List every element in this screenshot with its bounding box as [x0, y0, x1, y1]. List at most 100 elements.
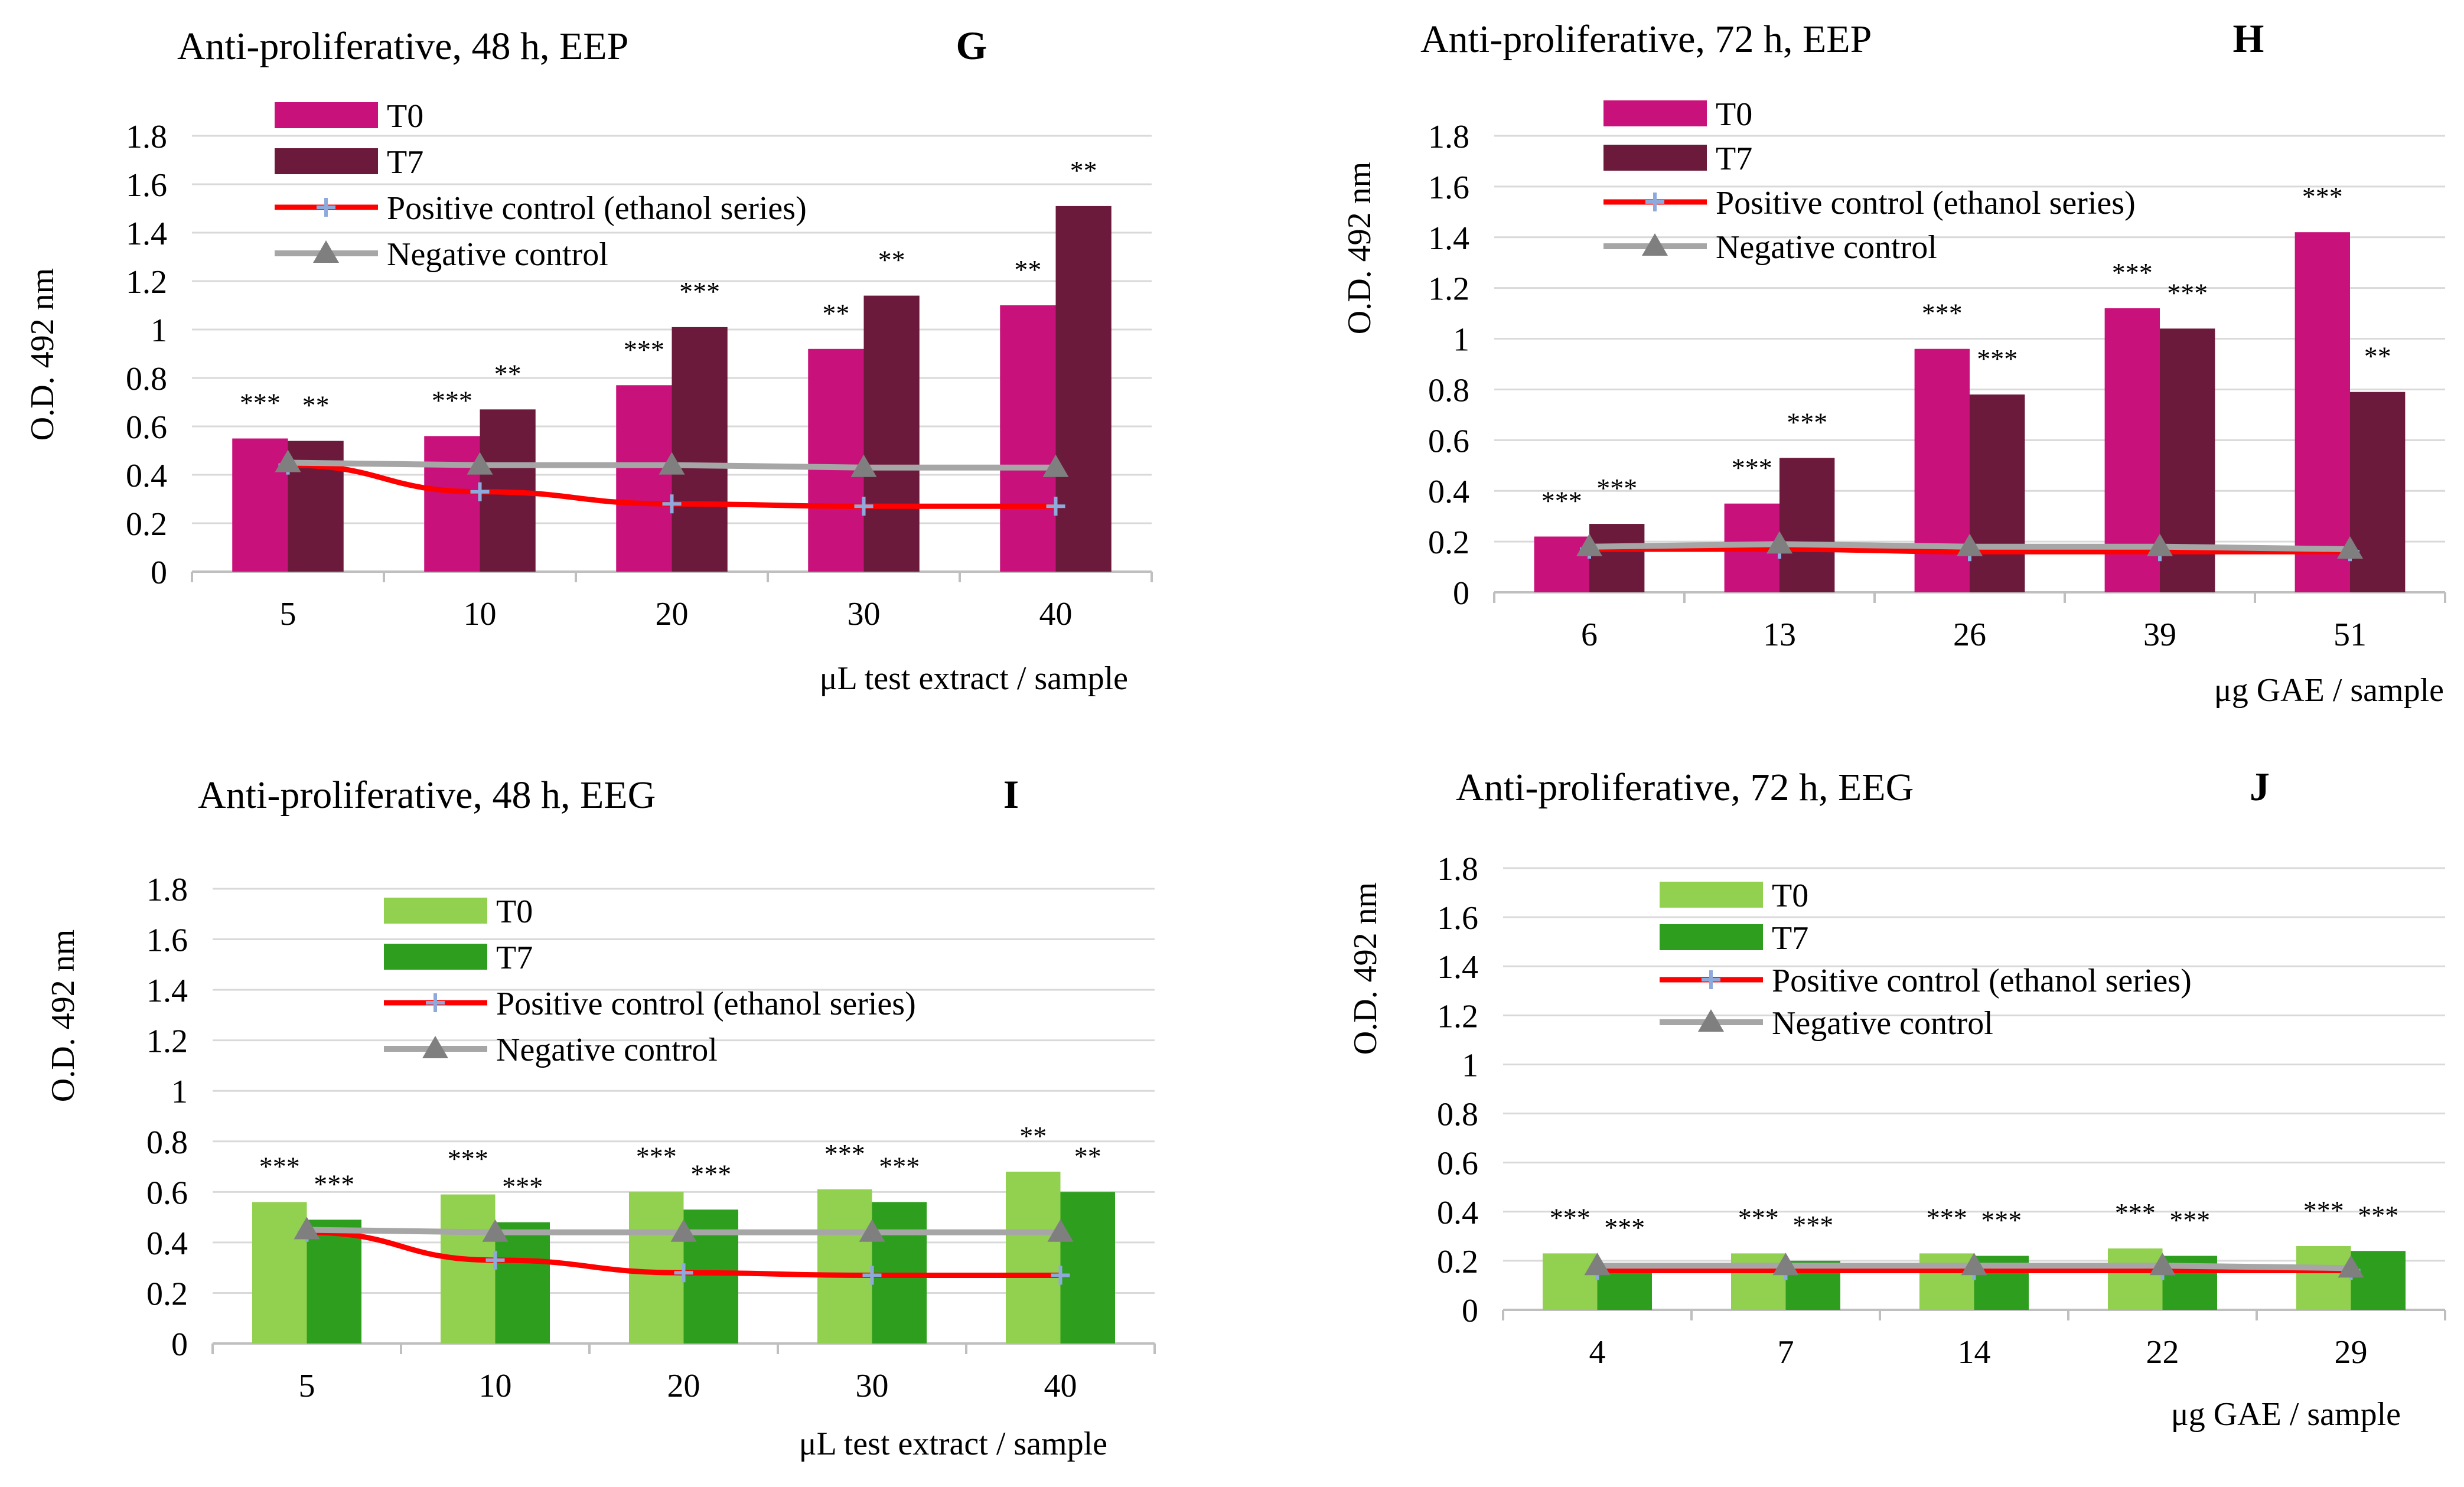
significance-label: ***	[1596, 473, 1637, 503]
legend-label: T7	[387, 144, 423, 181]
y-tick-label: 0.8	[1437, 1097, 1478, 1133]
negative-control-point	[1961, 1253, 1987, 1276]
significance-label: **	[1070, 155, 1097, 185]
bar-t0-40	[1005, 1172, 1061, 1343]
bar-t0-5	[232, 438, 288, 572]
x-tick-label: 39	[2143, 617, 2176, 653]
significance-label: **	[1019, 1121, 1047, 1151]
y-tick-label: 1.2	[1428, 271, 1469, 308]
bar-t0-20	[616, 385, 672, 572]
x-tick-label: 5	[299, 1368, 315, 1404]
significance-label: ***	[448, 1144, 488, 1174]
x-axis-label: μg GAE / sample	[2214, 672, 2444, 709]
legend-swatch	[275, 102, 378, 128]
chart-panel-G: Anti-proliferative, 48 h, EEP G 0 0.2 0.4 0.6…	[24, 23, 1153, 697]
y-tick-label: 0.6	[146, 1175, 188, 1211]
significance-label: ***	[314, 1169, 354, 1199]
y-tick-label: 0.2	[1437, 1244, 1478, 1280]
legend-label: Positive control (ethanol series)	[496, 986, 916, 1022]
bar-t7-40	[1055, 206, 1112, 572]
chart-title: Anti-proliferative, 48 h, EEP	[177, 25, 628, 68]
bar-t0-29	[2296, 1245, 2351, 1310]
y-axis-label: O.D. 492 nm	[1347, 882, 1384, 1055]
y-tick-label: 1.6	[146, 922, 188, 959]
y-tick-label: 0.6	[1428, 423, 1469, 459]
legend-swatch	[384, 898, 487, 924]
legend-swatch	[1660, 924, 1763, 950]
x-tick-label: 29	[2335, 1334, 2368, 1371]
negative-control-point	[1957, 533, 1983, 556]
x-axis-label: μL test extract / sample	[799, 1426, 1107, 1462]
significance-label: ***	[2112, 257, 2153, 288]
legend-label: T0	[387, 98, 423, 135]
bar-t7-6	[1589, 524, 1645, 592]
panel-label: G	[956, 23, 987, 68]
legend-marker	[1645, 193, 1664, 211]
legend-marker	[317, 198, 335, 217]
legend-marker	[422, 1036, 448, 1058]
significance-label: ***	[1541, 486, 1582, 516]
y-tick-label: 0.8	[126, 361, 167, 397]
x-axis-label: μg GAE / sample	[2171, 1396, 2401, 1433]
legend: T0 T7 Positive control (ethanol series) Neg…	[384, 893, 916, 1068]
significance-label: ***	[824, 1139, 865, 1169]
y-tick-label: 0.2	[126, 506, 167, 543]
bar-t7-10	[495, 1222, 550, 1343]
significance-label: ***	[690, 1159, 731, 1189]
significance-label: **	[302, 390, 330, 420]
bar-t0-14	[1919, 1253, 1974, 1310]
legend-label: Negative control	[387, 236, 608, 273]
bar-t7-51	[2350, 392, 2406, 592]
positive-control-point	[854, 497, 874, 516]
bar-t0-40	[1000, 305, 1056, 572]
y-tick-label: 1.6	[1428, 169, 1469, 206]
bar-t0-51	[2294, 232, 2350, 592]
significance-label: ***	[259, 1151, 300, 1181]
legend: T0 T7 Positive control (ethanol series) Neg…	[275, 98, 807, 273]
x-axis-label: μL test extract / sample	[820, 660, 1128, 697]
significance-label: ***	[679, 276, 720, 306]
x-tick-label: 30	[848, 596, 881, 632]
significance-label: ***	[2303, 1195, 2344, 1225]
y-tick-label: 1.4	[146, 973, 188, 1009]
significance-label: **	[878, 245, 905, 275]
y-tick-label: 0	[1453, 575, 1469, 612]
y-tick-label: 0.6	[126, 409, 167, 446]
negative-control-point	[659, 452, 685, 475]
significance-label: ***	[2302, 181, 2343, 211]
panel-label: J	[2250, 764, 2270, 809]
significance-label: **	[494, 358, 522, 389]
y-tick-label: 0.6	[1437, 1146, 1478, 1182]
significance-label: **	[1014, 255, 1041, 285]
positive-control-point	[1051, 1266, 1070, 1285]
legend: T0 T7 Positive control (ethanol series) Neg…	[1660, 878, 2192, 1042]
negative-control-point	[850, 454, 877, 477]
y-tick-label: 1	[1462, 1047, 1478, 1084]
bar-t7-30	[863, 295, 920, 572]
x-tick-label: 22	[2146, 1334, 2179, 1371]
x-tick-label: 4	[1589, 1334, 1606, 1371]
negative-control-point	[275, 449, 301, 472]
negative-control-point	[1766, 531, 1792, 554]
significance-label: **	[1074, 1141, 1101, 1171]
negative-control-point	[2149, 1253, 2176, 1276]
x-tick-label: 40	[1039, 596, 1073, 632]
significance-label: ***	[1732, 453, 1772, 483]
x-tick-label: 14	[1958, 1334, 1991, 1371]
y-tick-label: 1.2	[1437, 998, 1478, 1035]
significance-label: ***	[502, 1172, 543, 1202]
chart-panel-H: Anti-proliferative, 72 h, EEP H 0 0.2 0.4 0.6…	[1341, 16, 2446, 709]
legend-label: Negative control	[1716, 229, 1937, 266]
y-tick-label: 1.8	[126, 119, 167, 155]
x-tick-label: 26	[1953, 617, 1986, 653]
positive-control-point	[1046, 497, 1065, 516]
bar-t7-26	[1970, 394, 2025, 592]
significance-label: ***	[624, 334, 664, 364]
legend-marker	[426, 993, 445, 1012]
y-tick-label: 0.4	[126, 458, 167, 494]
negative-control-point	[2147, 533, 2173, 556]
significance-label: ***	[1981, 1205, 2022, 1235]
positive-control-point	[862, 1266, 882, 1285]
significance-label: ***	[1792, 1210, 1833, 1240]
legend-swatch	[1603, 100, 1707, 126]
